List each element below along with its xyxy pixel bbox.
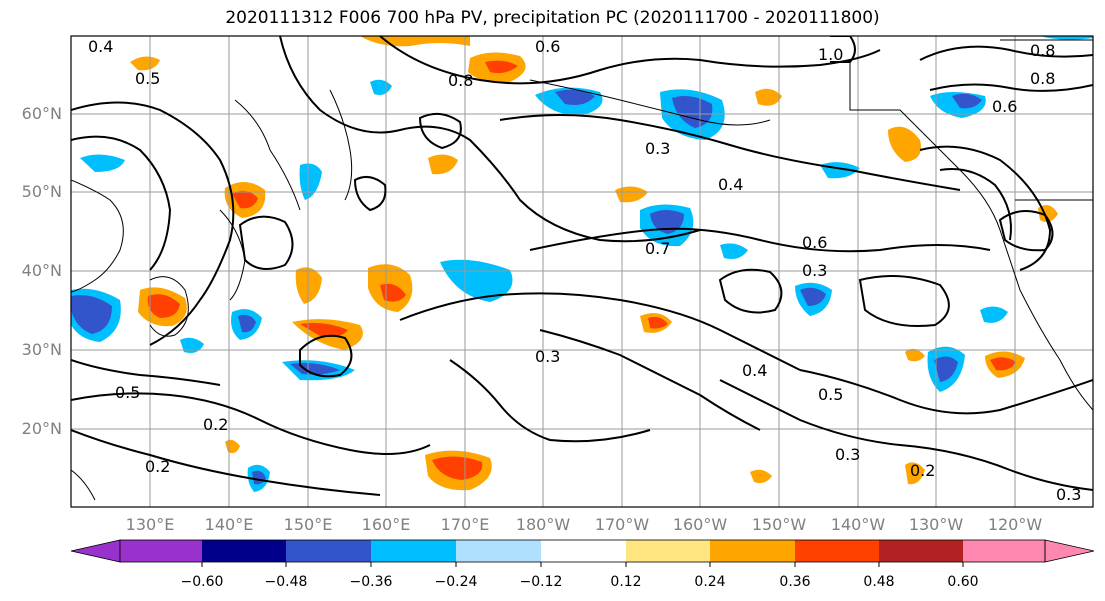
colorbar-bin	[963, 540, 1045, 562]
colorbar-bin	[371, 540, 456, 562]
contour-label: 0.5	[135, 69, 160, 88]
contour-label: 0.3	[835, 445, 860, 464]
colorbar-bin	[286, 540, 371, 562]
contour-label: 0.4	[742, 361, 767, 380]
colorbar-tick-label: 0.48	[863, 574, 895, 590]
colorbar-tick-label: 0.24	[694, 574, 726, 590]
contour-label: 0.2	[145, 457, 170, 476]
lon-label: 120°W	[987, 515, 1043, 534]
precip-shading	[71, 36, 1093, 492]
pv-contours	[71, 36, 1093, 496]
colorbar-tick-label: 0.12	[610, 574, 642, 590]
lon-label: 160°E	[361, 515, 411, 534]
contour-label: 0.4	[88, 37, 113, 56]
map-frame	[70, 35, 1094, 508]
lon-label: 150°W	[751, 515, 807, 534]
colorbar-extend-high	[1044, 539, 1095, 563]
contour-label: 0.8	[1030, 41, 1055, 60]
lon-label: 160°W	[672, 515, 728, 534]
colorbar	[70, 539, 1095, 567]
colorbar-bin	[120, 540, 202, 562]
lat-label: 20°N	[21, 419, 62, 438]
lon-label: 150°E	[283, 515, 333, 534]
contour-label: 0.3	[535, 347, 560, 366]
colorbar-tick-label: −0.60	[180, 574, 224, 590]
lat-label: 40°N	[21, 261, 62, 280]
lat-label: 60°N	[21, 104, 62, 123]
contour-label: 0.2	[910, 461, 935, 480]
colorbar-extend-low	[70, 539, 121, 563]
lat-label: 30°N	[21, 340, 62, 359]
contour-label: 0.5	[115, 383, 140, 402]
contour-label: 0.3	[645, 139, 670, 158]
colorbar-bin	[795, 540, 879, 562]
colorbar-tick-label: 0.60	[947, 574, 979, 590]
contour-label: 0.5	[818, 385, 843, 404]
colorbar-tick-label: −0.12	[519, 574, 563, 590]
contour-label: 0.2	[203, 415, 228, 434]
contour-labels: 0.4 0.5 0.6 0.8 1.0 0.3 0.7 0.2 0.6 0.4 …	[88, 37, 1081, 504]
lon-label: 180°W	[515, 515, 571, 534]
graticule	[71, 36, 1093, 507]
colorbar-bin	[541, 540, 626, 562]
lon-label: 170°E	[440, 515, 490, 534]
contour-label: 0.4	[718, 175, 743, 194]
contour-label: 0.6	[535, 37, 560, 56]
map-title: 2020111312 F006 700 hPa PV, precipitatio…	[225, 8, 880, 28]
lat-label: 50°N	[21, 182, 62, 201]
contour-label: 1.0	[818, 45, 843, 64]
contour-label: 0.8	[448, 71, 473, 90]
colorbar-bin	[202, 540, 286, 562]
contour-label: 0.6	[802, 233, 827, 252]
contour-label: 0.7	[645, 239, 670, 258]
colorbar-tick-label: −0.48	[264, 574, 308, 590]
contour-label: 0.3	[802, 261, 827, 280]
lon-label: 130°W	[908, 515, 964, 534]
lon-label: 130°E	[125, 515, 175, 534]
colorbar-bin	[626, 540, 710, 562]
lon-label: 140°E	[204, 515, 254, 534]
colorbar-tick-label: 0.36	[779, 574, 811, 590]
lon-label: 170°W	[594, 515, 650, 534]
colorbar-bin	[456, 540, 541, 562]
colorbar-tick-label: −0.24	[434, 574, 478, 590]
contour-label: 0.6	[992, 97, 1017, 116]
colorbar-tick-label: −0.36	[349, 574, 393, 590]
colorbar-bin	[879, 540, 963, 562]
colorbar-bin	[710, 540, 795, 562]
lon-label: 140°W	[830, 515, 886, 534]
contour-label: 0.8	[1030, 69, 1055, 88]
contour-label: 0.3	[1056, 485, 1081, 504]
